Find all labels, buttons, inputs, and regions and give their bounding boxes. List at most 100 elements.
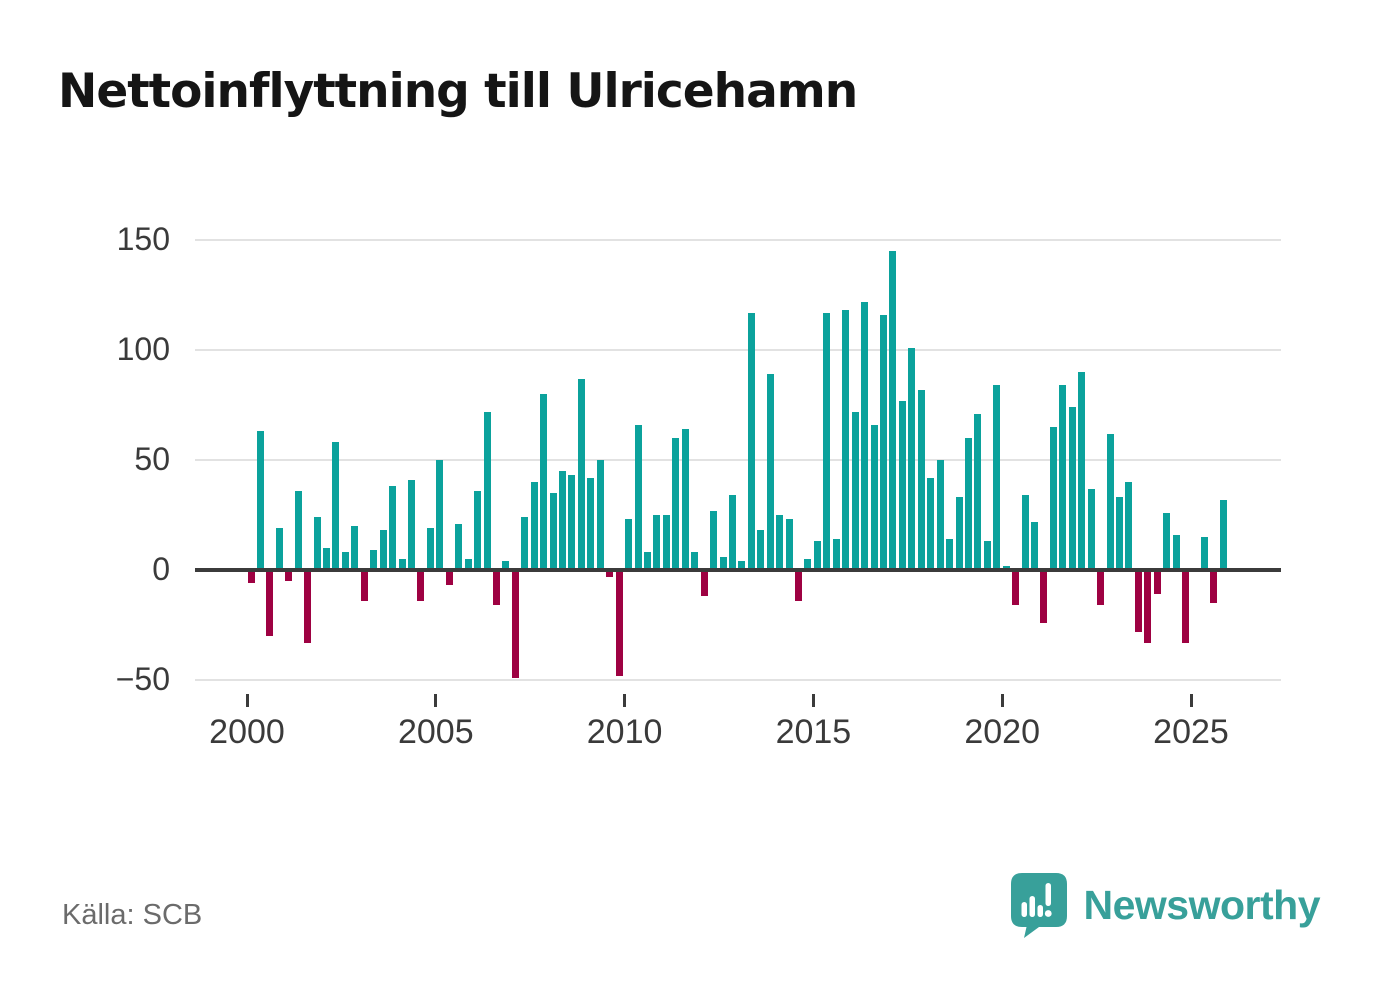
bar-2022-q4 bbox=[1106, 433, 1114, 570]
bar-2024-q3 bbox=[1172, 534, 1180, 570]
bar-2019-q3 bbox=[983, 541, 991, 570]
y-axis-label: −50 bbox=[115, 661, 170, 697]
bar-2002-q1 bbox=[323, 548, 331, 570]
bar-2003-q2 bbox=[370, 550, 378, 570]
x-axis-tick bbox=[811, 694, 815, 707]
y-axis-label: 50 bbox=[134, 441, 170, 477]
bar-2024-q1 bbox=[1153, 570, 1161, 595]
bar-2005-q1 bbox=[436, 460, 444, 570]
bar-2002-q2 bbox=[332, 442, 340, 570]
bar-2011-q1 bbox=[662, 515, 670, 570]
bar-2016-q4 bbox=[879, 314, 887, 570]
page-title: Nettoinflyttning till Ulricehamn bbox=[58, 64, 858, 119]
bar-2025-q4 bbox=[1219, 499, 1227, 570]
bar-2023-q2 bbox=[1125, 482, 1133, 570]
bar-2000-q3 bbox=[266, 570, 274, 636]
bar-2009-q3 bbox=[606, 570, 614, 577]
gridline bbox=[195, 459, 1281, 461]
gridline bbox=[195, 239, 1281, 241]
bar-2018-q1 bbox=[927, 477, 935, 570]
bar-2015-q4 bbox=[842, 310, 850, 570]
bar-2006-q4 bbox=[502, 561, 510, 570]
zero-axis-line bbox=[195, 568, 1281, 572]
bar-2023-q1 bbox=[1115, 497, 1123, 570]
bar-2020-q4 bbox=[1031, 521, 1039, 570]
bar-2013-q1 bbox=[738, 561, 746, 570]
bar-2022-q1 bbox=[1078, 372, 1086, 570]
bar-2010-q3 bbox=[643, 552, 651, 570]
bar-2016-q1 bbox=[851, 411, 859, 570]
bar-2005-q2 bbox=[445, 570, 453, 586]
bar-2012-q2 bbox=[710, 510, 718, 570]
bar-2022-q2 bbox=[1087, 488, 1095, 570]
bar-2013-q3 bbox=[757, 530, 765, 570]
x-axis-label: 2000 bbox=[209, 713, 285, 751]
bar-2016-q3 bbox=[870, 424, 878, 570]
bar-2025-q2 bbox=[1200, 537, 1208, 570]
y-axis-label: 150 bbox=[116, 221, 170, 257]
bar-2024-q2 bbox=[1163, 512, 1171, 570]
x-axis-tick bbox=[623, 694, 627, 707]
x-axis-tick bbox=[1189, 694, 1193, 707]
newsworthy-logo: Newsworthy bbox=[1010, 872, 1321, 938]
bar-2001-q3 bbox=[304, 570, 312, 643]
bar-2003-q1 bbox=[360, 570, 368, 601]
bar-2021-q2 bbox=[1049, 427, 1057, 570]
bar-2004-q3 bbox=[417, 570, 425, 601]
bar-2002-q3 bbox=[341, 552, 349, 570]
bar-2007-q2 bbox=[521, 517, 529, 570]
bar-2003-q4 bbox=[389, 486, 397, 570]
bar-2017-q3 bbox=[908, 347, 916, 570]
x-axis-label: 2005 bbox=[397, 713, 474, 751]
bar-2009-q1 bbox=[587, 477, 595, 570]
x-axis-label: 2025 bbox=[1153, 713, 1229, 751]
bar-2018-q2 bbox=[936, 460, 944, 570]
bar-2009-q4 bbox=[615, 570, 623, 676]
x-axis-tick bbox=[245, 694, 249, 707]
bar-2020-q1 bbox=[1002, 565, 1010, 570]
bar-2015-q3 bbox=[832, 539, 840, 570]
bar-2017-q1 bbox=[889, 251, 897, 570]
bar-2010-q4 bbox=[653, 515, 661, 570]
bar-2006-q3 bbox=[492, 570, 500, 606]
bar-2004-q1 bbox=[398, 559, 406, 570]
bar-2020-q3 bbox=[1021, 495, 1029, 570]
bar-2025-q3 bbox=[1210, 570, 1218, 603]
bar-2010-q1 bbox=[625, 519, 633, 570]
x-axis-label: 2010 bbox=[586, 713, 663, 751]
bar-2013-q2 bbox=[747, 312, 755, 570]
bar-2001-q2 bbox=[294, 490, 302, 570]
bar-2008-q2 bbox=[559, 471, 567, 570]
y-axis-label: 100 bbox=[116, 331, 170, 367]
bar-2003-q3 bbox=[379, 530, 387, 570]
bar-2023-q4 bbox=[1144, 570, 1152, 643]
x-axis-label: 2015 bbox=[775, 713, 852, 751]
bar-2022-q3 bbox=[1097, 570, 1105, 606]
x-axis-label: 2020 bbox=[964, 713, 1040, 751]
x-axis-tick bbox=[434, 694, 438, 707]
bar-2012-q1 bbox=[700, 570, 708, 597]
bar-2014-q1 bbox=[776, 515, 784, 570]
bar-2006-q1 bbox=[474, 490, 482, 570]
bar-2015-q1 bbox=[813, 541, 821, 570]
bar-2019-q1 bbox=[964, 438, 972, 570]
bar-2000-q2 bbox=[256, 431, 264, 570]
bar-2018-q3 bbox=[946, 539, 954, 570]
bar-2000-q4 bbox=[275, 528, 283, 570]
bar-2004-q2 bbox=[407, 479, 415, 570]
bar-2023-q3 bbox=[1134, 570, 1142, 632]
bar-2017-q2 bbox=[898, 400, 906, 570]
bar-2019-q2 bbox=[974, 413, 982, 570]
bar-2008-q3 bbox=[568, 475, 576, 570]
bar-2001-q1 bbox=[285, 570, 293, 581]
bar-2001-q4 bbox=[313, 517, 321, 570]
newsworthy-wordmark: Newsworthy bbox=[1083, 881, 1321, 928]
bar-2010-q2 bbox=[634, 424, 642, 570]
bar-2015-q2 bbox=[823, 312, 831, 570]
bar-2019-q4 bbox=[993, 385, 1001, 570]
bar-2009-q2 bbox=[596, 460, 604, 570]
source-caption: Källa: SCB bbox=[62, 899, 203, 931]
bar-2011-q3 bbox=[681, 429, 689, 570]
gridline bbox=[195, 679, 1281, 681]
